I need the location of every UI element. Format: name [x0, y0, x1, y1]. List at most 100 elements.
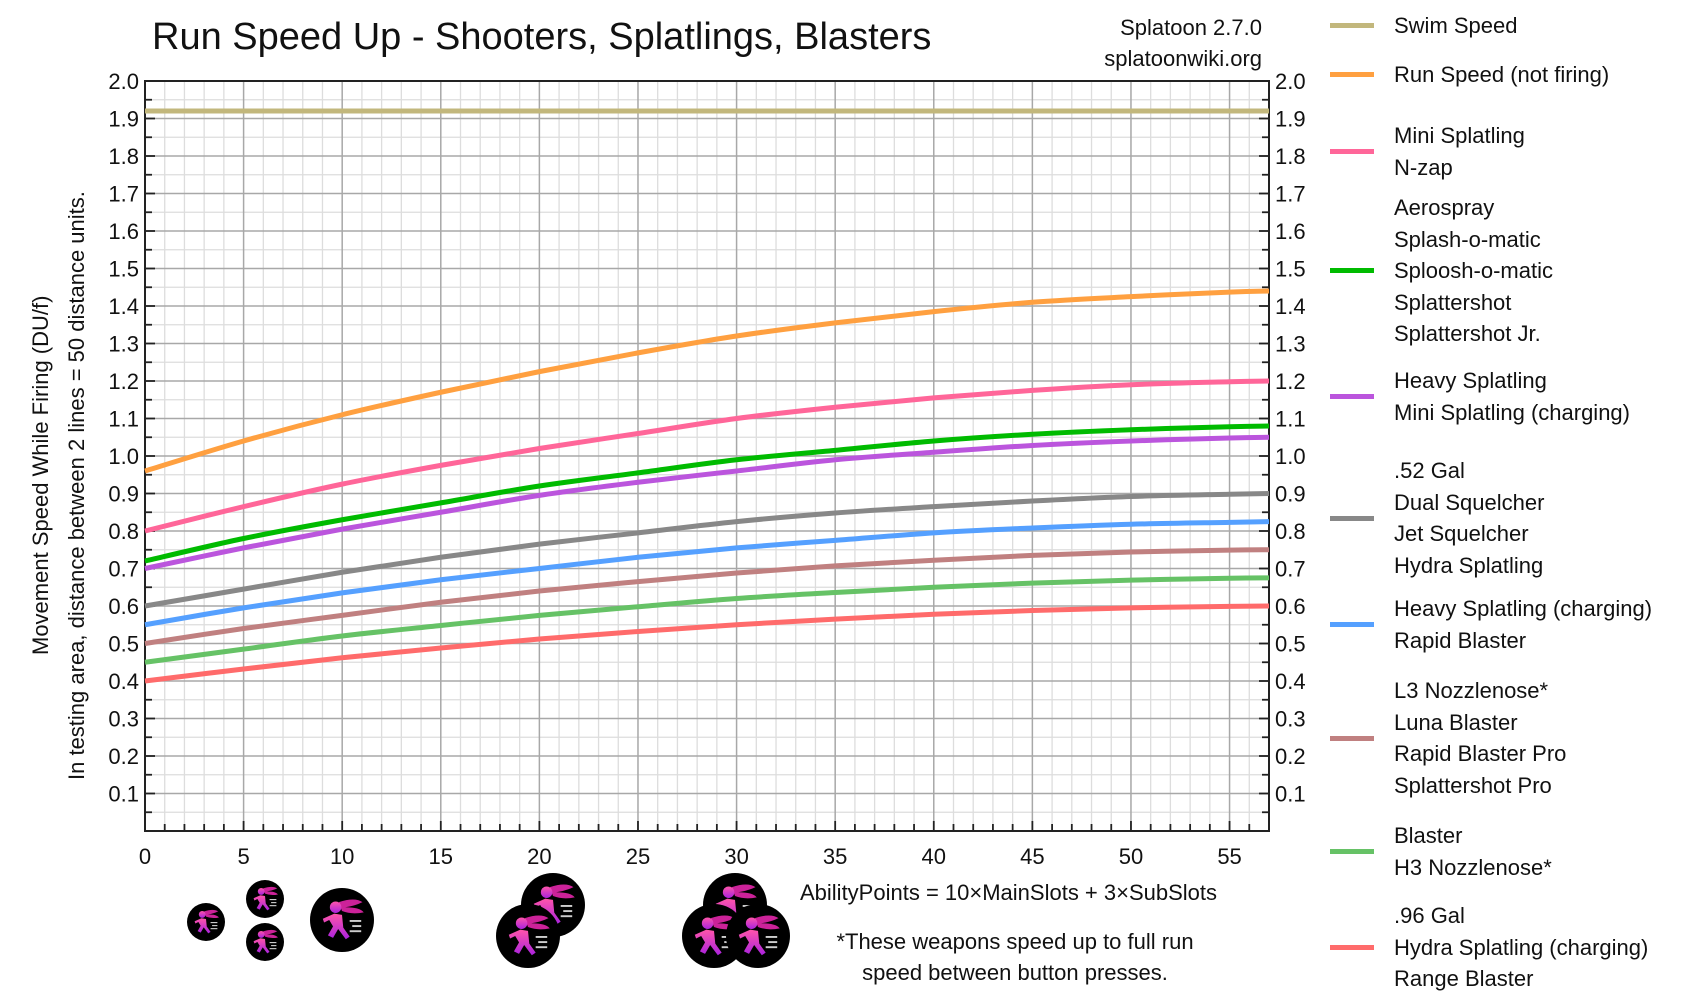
legend-swatch — [1330, 622, 1374, 627]
y-tick-label-right: 0.5 — [1275, 632, 1306, 657]
y-tick-label-right: 1.4 — [1275, 294, 1306, 319]
legend-swatch — [1330, 735, 1374, 741]
legend-label-line: Run Speed (not firing) — [1394, 62, 1610, 87]
y-tick-label-left: 1.1 — [108, 407, 139, 432]
legend-label-line: Aerospray — [1394, 195, 1495, 220]
run-speed-up-icon — [496, 904, 560, 968]
run-speed-up-icon — [187, 903, 225, 941]
x-tick-label: 50 — [1119, 844, 1143, 869]
x-tick-label: 30 — [724, 844, 748, 869]
y-tick-label-left: 0.7 — [108, 557, 139, 582]
legend-label-line: Mini Splatling — [1394, 123, 1525, 148]
legend-label-line: Hydra Splatling (charging) — [1394, 934, 1649, 960]
y-tick-label-left: 1.6 — [108, 219, 139, 244]
chart-title: Run Speed Up - Shooters, Splatlings, Bla… — [152, 16, 932, 58]
legend-entry: Heavy Splatling (charging) Rapid Blaster — [1330, 593, 1652, 656]
legend-label: Swim Speed — [1394, 10, 1518, 42]
x-tick-label: 25 — [626, 844, 650, 869]
legend-swatch — [1330, 23, 1374, 29]
ability-points-formula: AbilityPoints = 10×MainSlots + 3×SubSlot… — [800, 880, 1218, 905]
y-tick-label-left: 0.8 — [108, 519, 139, 544]
legend-swatch — [1330, 515, 1374, 521]
y-tick-label-left: 1.5 — [108, 257, 139, 282]
x-tick-label: 55 — [1217, 844, 1241, 869]
legend-swatch — [1330, 944, 1374, 950]
x-tick-label: 35 — [823, 844, 847, 869]
x-tick-label: 20 — [527, 844, 551, 869]
legend-label-line: Dual Squelcher — [1394, 489, 1545, 515]
legend-entry: Run Speed (not firing) — [1330, 59, 1609, 91]
y-tick-label-left: 1.3 — [108, 332, 139, 357]
y-tick-label-right: 0.9 — [1275, 482, 1306, 507]
legend-label: Mini Splatling N-zap — [1394, 120, 1525, 183]
x-tick-label: 5 — [237, 844, 249, 869]
run-speed-up-icon — [726, 904, 790, 968]
series-line — [144, 378, 1270, 534]
series-lines — [144, 108, 1270, 684]
footnote: *These weapons speed up to full run spee… — [800, 926, 1230, 988]
y-tick-label-right: 1.2 — [1275, 369, 1306, 394]
legend-entry: .96 Gal Hydra Splatling (charging) Range B… — [1330, 900, 1648, 995]
y-tick-label-right: 1.8 — [1275, 144, 1306, 169]
legend-label: Aerospray Splash-o-matic Sploosh-o-matic Sp… — [1394, 192, 1553, 350]
y-tick-label-right: 2.0 — [1275, 69, 1306, 94]
legend-label: Blaster H3 Nozzlenose* — [1394, 820, 1552, 883]
legend-label: Heavy Splatling Mini Splatling (charging) — [1394, 365, 1630, 428]
legend-label: Heavy Splatling (charging) Rapid Blaster — [1394, 593, 1652, 656]
legend-label-line: Heavy Splatling — [1394, 368, 1547, 393]
legend-label-line: Splattershot Pro — [1394, 772, 1552, 798]
y-tick-label-right: 0.4 — [1275, 669, 1306, 694]
series-line — [144, 603, 1270, 684]
series-line — [144, 491, 1270, 609]
legend-label-line: Rapid Blaster Pro — [1394, 741, 1567, 766]
legend-label: L3 Nozzlenose* Luna Blaster Rapid Blaster … — [1394, 675, 1566, 801]
x-tick-label: 45 — [1020, 844, 1044, 869]
legend-entry: Blaster H3 Nozzlenose* — [1330, 820, 1552, 883]
legend-entry: Heavy Splatling Mini Splatling (charging) — [1330, 365, 1630, 428]
y-tick-label-right: 0.3 — [1275, 707, 1306, 732]
footnote-line1: *These weapons speed up to full run — [836, 929, 1194, 954]
legend-label-line: Splattershot — [1394, 289, 1512, 315]
legend-swatch — [1330, 72, 1374, 78]
series-line — [144, 288, 1270, 474]
version-label: Splatoon 2.7.0 — [1120, 15, 1262, 40]
y-tick-label-left: 2.0 — [108, 69, 139, 94]
y-tick-label-right: 0.6 — [1275, 594, 1306, 619]
legend-label-line: L3 Nozzlenose* — [1394, 678, 1549, 703]
y-tick-label-right: 1.0 — [1275, 444, 1306, 469]
series-line — [144, 423, 1270, 564]
y-tick-label-right: 1.1 — [1275, 407, 1306, 432]
y-tick-label-right: 1.5 — [1275, 257, 1306, 282]
legend-label-line: Swim Speed — [1394, 13, 1518, 38]
y-tick-label-right: 1.6 — [1275, 219, 1306, 244]
y-tick-label-left: 1.4 — [108, 294, 139, 319]
y-tick-label-right: 0.8 — [1275, 519, 1306, 544]
legend-label-line: Heavy Splatling (charging) — [1394, 596, 1653, 621]
legend-label: .96 Gal Hydra Splatling (charging) Range B… — [1394, 900, 1648, 995]
run-speed-up-icon — [246, 880, 284, 918]
y-tick-label-left: 0.1 — [108, 782, 139, 807]
y-tick-label-left: 1.9 — [108, 107, 139, 132]
footnote-line2: speed between button presses. — [862, 960, 1168, 985]
legend-label-line: N-zap — [1394, 154, 1453, 180]
run-speed-up-icon — [310, 888, 374, 952]
x-tick-label: 40 — [922, 844, 946, 869]
legend-label-line: Luna Blaster — [1394, 709, 1518, 735]
legend-label-line: Sploosh-o-matic — [1394, 258, 1553, 283]
x-tick-label: 0 — [139, 844, 151, 869]
legend-label-line: H3 Nozzlenose* — [1394, 854, 1552, 880]
y-tick-label-left: 1.0 — [108, 444, 139, 469]
legend-label-line: Rapid Blaster — [1394, 627, 1527, 653]
y-tick-label-left: 0.4 — [108, 669, 139, 694]
y-tick-label-left: 0.6 — [108, 594, 139, 619]
y-tick-label-right: 1.7 — [1275, 182, 1306, 207]
legend-entry: L3 Nozzlenose* Luna Blaster Rapid Blaster … — [1330, 675, 1566, 801]
legend-label: .52 Gal Dual Squelcher Jet Squelcher Hydra … — [1394, 455, 1544, 581]
source-label: splatoonwiki.org — [1104, 46, 1262, 71]
legend-swatch — [1330, 149, 1374, 154]
series-line — [144, 575, 1270, 665]
y-tick-label-right: 0.2 — [1275, 744, 1306, 769]
legend-label-line: Blaster — [1394, 823, 1463, 848]
legend-swatch — [1330, 394, 1374, 399]
